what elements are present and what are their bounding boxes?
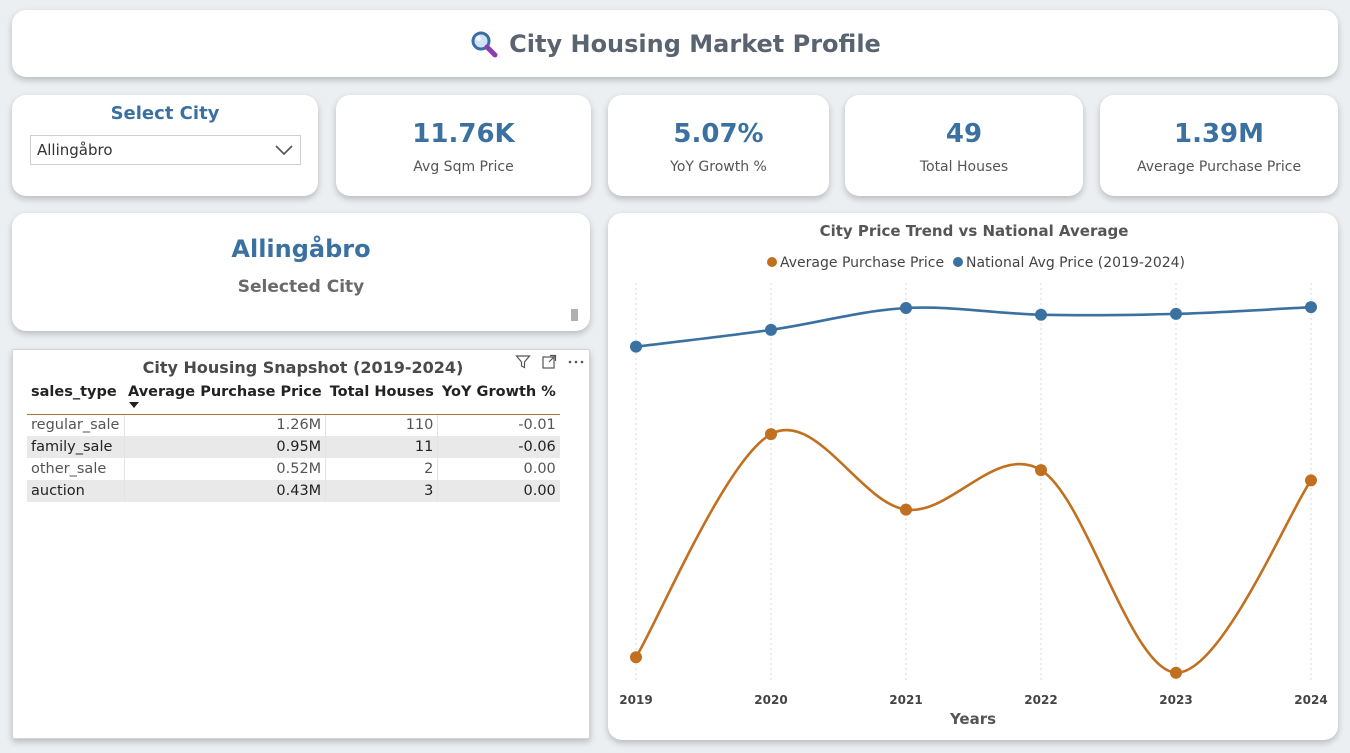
data-point	[1035, 308, 1047, 321]
table-title: City Housing Snapshot (2019-2024)	[142, 358, 464, 377]
table-cell: 0.00	[437, 480, 560, 502]
data-point	[900, 503, 912, 516]
selected-city-caption: Selected City	[237, 277, 365, 297]
table-cell: auction	[27, 480, 125, 502]
table-cell: 0.43M	[124, 480, 327, 502]
kpi-label: Average Purchase Price	[1136, 159, 1302, 175]
magnifier-icon	[471, 31, 498, 57]
data-point	[1170, 666, 1182, 679]
legend-label: National Avg Price (2019-2024)	[966, 255, 1185, 271]
column-header-sorted[interactable]: Average Purchase Price	[124, 380, 326, 415]
snapshot-table-card: City Housing Snapshot (2019-2024) sales_…	[12, 349, 590, 739]
table-header-row: sales_type Average Purchase Price Total …	[27, 380, 560, 415]
x-tick-label: 2019	[619, 693, 652, 707]
data-point	[1170, 307, 1182, 320]
data-point	[630, 651, 642, 664]
kpi-label: Avg Sqm Price	[413, 159, 514, 175]
series-line	[635, 305, 1312, 348]
focus-mode-icon[interactable]	[541, 354, 557, 370]
x-tick-label: 2021	[889, 693, 922, 707]
slicer-title: Select City	[110, 103, 220, 124]
table-row[interactable]: other_sale 0.52M 2 0.00	[27, 458, 560, 480]
city-dropdown-value: Allingåbro	[37, 141, 113, 159]
kpi-value: 11.76K	[412, 119, 515, 149]
filter-icon[interactable]	[515, 354, 531, 370]
table-cell: 0.95M	[124, 436, 327, 458]
x-tick-label: 2023	[1159, 693, 1192, 707]
table-cell: -0.01	[518, 417, 556, 434]
table-row[interactable]: family_sale 0.95M 11 -0.06	[27, 436, 560, 458]
city-dropdown[interactable]: Allingåbro	[30, 135, 301, 165]
chevron-down-icon	[275, 145, 293, 156]
kpi-label: Total Houses	[919, 159, 1009, 175]
series-line	[634, 428, 1313, 675]
chart-legend: Average Purchase Price National Avg Price…	[767, 255, 1185, 271]
table-cell: regular_sale	[27, 414, 125, 436]
sort-descending-icon	[129, 402, 139, 408]
header-card: City Housing Market Profile	[12, 10, 1338, 77]
table-cell: family_sale	[27, 436, 125, 458]
x-tick-label: 2024	[1294, 693, 1327, 707]
legend-label: Average Purchase Price	[780, 255, 944, 271]
data-point	[765, 428, 777, 441]
table-cell: 0.00	[523, 461, 556, 477]
x-tick-label: 2020	[754, 693, 787, 707]
data-point	[1305, 301, 1317, 314]
table-cell: 0.52M	[124, 458, 327, 480]
x-axis-ticks: 2019 2020 2021 2022 2023 2024	[619, 693, 1327, 707]
data-point	[765, 323, 777, 336]
scrollbar-thumb[interactable]	[571, 309, 578, 321]
kpi-total-houses: 49 Total Houses	[845, 95, 1083, 196]
table-row[interactable]: regular_sale 1.26M 110 -0.01	[27, 414, 560, 436]
table-cell: 3	[325, 480, 439, 502]
column-header[interactable]: YoY Growth %	[437, 380, 560, 415]
chart-series	[630, 301, 1317, 679]
table-cell: other_sale	[27, 458, 125, 480]
kpi-average-purchase-price: 1.39M Average Purchase Price	[1100, 95, 1338, 196]
x-tick-label: 2022	[1024, 693, 1057, 707]
kpi-value: 5.07%	[673, 119, 764, 149]
visual-toolbar	[515, 354, 585, 370]
price-trend-chart: City Price Trend vs National Average Ave…	[619, 222, 1327, 728]
more-options-icon[interactable]	[567, 354, 585, 370]
column-header[interactable]: Total Houses	[325, 380, 438, 415]
kpi-label: YoY Growth %	[670, 159, 767, 175]
selected-city-card: Allingåbro Selected City	[12, 213, 590, 331]
data-point	[900, 301, 912, 314]
table-cell: -0.06	[437, 436, 560, 458]
table-cell: 11	[325, 436, 439, 458]
table-cell: 110	[325, 414, 439, 436]
data-point	[630, 340, 642, 353]
table-cell: 2	[325, 458, 439, 480]
data-point	[1035, 464, 1047, 477]
snapshot-table: sales_type Average Purchase Price Total …	[27, 380, 560, 502]
x-axis-label: Years	[949, 710, 996, 728]
city-slicer: Select City Allingåbro	[12, 95, 318, 196]
page-title: City Housing Market Profile	[12, 10, 1338, 77]
column-header[interactable]: sales_type	[27, 380, 124, 415]
chart-title: City Price Trend vs National Average	[820, 222, 1129, 240]
series-average-purchase-price	[630, 428, 1317, 679]
kpi-value: 49	[945, 119, 983, 149]
table-row[interactable]: auction 0.43M 3 0.00	[27, 480, 560, 502]
legend-marker	[767, 257, 777, 267]
price-trend-chart-card: City Price Trend vs National Average Ave…	[608, 213, 1338, 740]
legend-marker	[953, 257, 963, 267]
series-national-avg-price	[630, 301, 1317, 353]
data-point	[1305, 474, 1317, 487]
page-title-text: City Housing Market Profile	[509, 29, 881, 58]
table-cell: 1.26M	[124, 414, 327, 436]
selected-city-name: Allingåbro	[231, 235, 371, 263]
kpi-avg-sqm-price: 11.76K Avg Sqm Price	[336, 95, 591, 196]
kpi-yoy-growth: 5.07% YoY Growth %	[608, 95, 829, 196]
kpi-value: 1.39M	[1173, 119, 1265, 149]
